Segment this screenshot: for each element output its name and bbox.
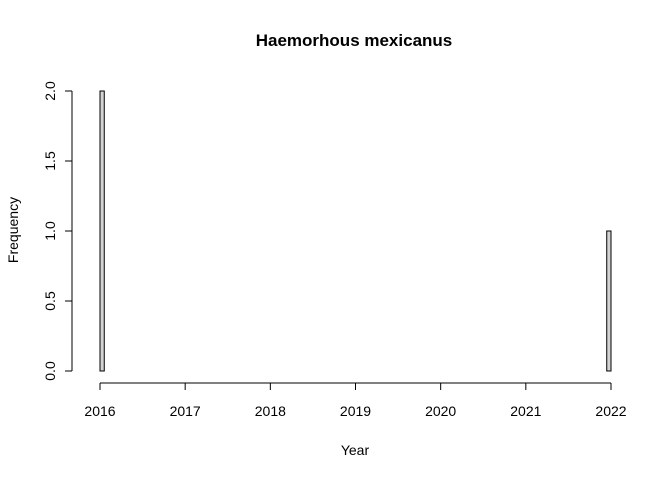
y-tick-label: 0.5 bbox=[42, 291, 58, 311]
x-axis: 2016 2017 2018 2019 2020 2021 2022 bbox=[84, 382, 627, 419]
x-tick-label: 2022 bbox=[595, 403, 626, 419]
chart-title: Haemorhous mexicanus bbox=[256, 31, 453, 50]
bars-group bbox=[99, 90, 612, 372]
histogram-bar bbox=[606, 230, 612, 372]
y-tick-label: 1.0 bbox=[42, 221, 58, 241]
y-tick-label: 2.0 bbox=[42, 81, 58, 101]
y-tick-label: 1.5 bbox=[42, 151, 58, 171]
y-axis-label: Frequency bbox=[5, 197, 21, 263]
y-tick-label: 0.0 bbox=[42, 361, 58, 381]
x-tick-label: 2018 bbox=[255, 403, 286, 419]
x-tick-label: 2016 bbox=[84, 403, 115, 419]
x-axis-label: Year bbox=[341, 442, 370, 458]
x-tick-label: 2020 bbox=[425, 403, 456, 419]
x-tick-label: 2021 bbox=[510, 403, 541, 419]
x-tick-label: 2017 bbox=[170, 403, 201, 419]
y-axis: 0.0 0.5 1.0 1.5 2.0 bbox=[42, 81, 73, 381]
x-tick-label: 2019 bbox=[340, 403, 371, 419]
histogram-bar bbox=[99, 90, 105, 372]
